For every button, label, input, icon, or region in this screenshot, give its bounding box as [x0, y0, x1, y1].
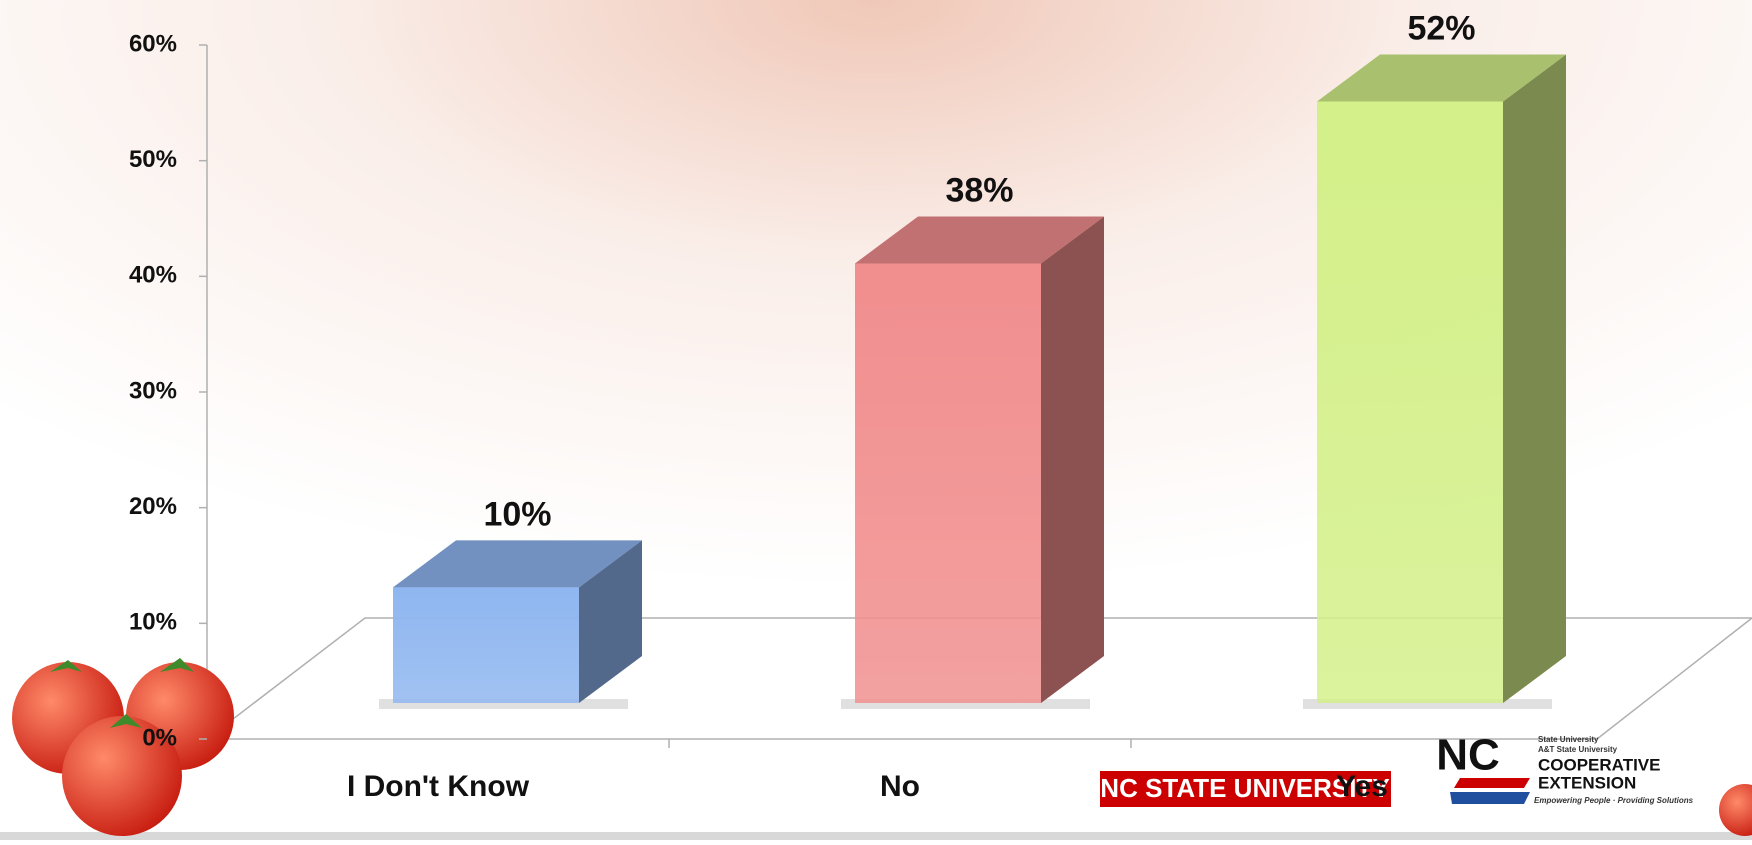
bar-side	[579, 540, 642, 703]
bar	[1303, 54, 1566, 709]
coop-stripe	[1454, 778, 1530, 788]
value-label: 38%	[945, 171, 1013, 209]
bar-side-shade	[579, 540, 642, 703]
coop-small: A&T State University	[1538, 745, 1618, 754]
bar-front	[1317, 101, 1503, 704]
tomato	[62, 716, 182, 836]
bar	[379, 540, 642, 709]
bar-side-shade	[1503, 54, 1566, 704]
coop-text: EXTENSION	[1538, 773, 1636, 792]
y-tick-label: 0%	[142, 724, 177, 751]
y-tick-label: 50%	[129, 146, 177, 173]
bar-shadow	[1303, 699, 1552, 709]
bar-front-tint	[855, 263, 1041, 703]
bar-side	[1041, 216, 1104, 703]
bar-top	[393, 540, 642, 588]
x-tick-label: I Don't Know	[347, 770, 530, 803]
ncstate-text: NC STATE UNIVERSITY	[1100, 773, 1389, 803]
bar-front	[855, 263, 1041, 703]
y-tick-label: 30%	[129, 377, 177, 404]
value-label: 10%	[483, 495, 551, 533]
tomato-stems	[50, 658, 194, 728]
coop-stripe	[1450, 792, 1530, 804]
bar	[841, 216, 1104, 709]
floor	[206, 617, 1752, 740]
bar-top	[1317, 54, 1566, 102]
coop-small: State University	[1538, 735, 1599, 744]
x-tick-label: No	[880, 770, 920, 803]
coop-logo: NC State University A&T State University…	[1436, 731, 1693, 805]
tomato	[1719, 784, 1752, 836]
bar-top-shade	[1317, 54, 1566, 102]
y-tick-label: 20%	[129, 493, 177, 520]
floor-right-edge	[1596, 617, 1752, 740]
tomatoes	[12, 658, 1752, 836]
bar-top	[855, 216, 1104, 264]
y-tick-label: 40%	[129, 262, 177, 289]
bar-front-tint	[393, 587, 579, 703]
bar-front-tint	[1317, 101, 1503, 704]
bar-top-shade	[855, 216, 1104, 264]
ncstate-logo: NC STATE UNIVERSITY	[1100, 771, 1391, 807]
x-tick-label: Yes	[1336, 770, 1388, 803]
bar-side-shade	[1041, 216, 1104, 703]
bar-shadow	[841, 699, 1090, 709]
y-tick-label: 60%	[129, 30, 177, 57]
bar-shadow	[379, 699, 628, 709]
bar-top-shade	[393, 540, 642, 588]
ncstate-box	[1100, 771, 1391, 807]
coop-tagline: Empowering People · Providing Solutions	[1534, 796, 1694, 805]
bar-front	[393, 587, 579, 703]
value-label: 52%	[1407, 10, 1475, 48]
bar-side	[1503, 54, 1566, 704]
coop-text: COOPERATIVE	[1538, 755, 1660, 774]
y-tick-label: 10%	[129, 609, 177, 636]
floor-back-edge	[206, 617, 1752, 740]
bottom-band	[0, 832, 1752, 840]
nc-mark: NC	[1436, 731, 1500, 780]
